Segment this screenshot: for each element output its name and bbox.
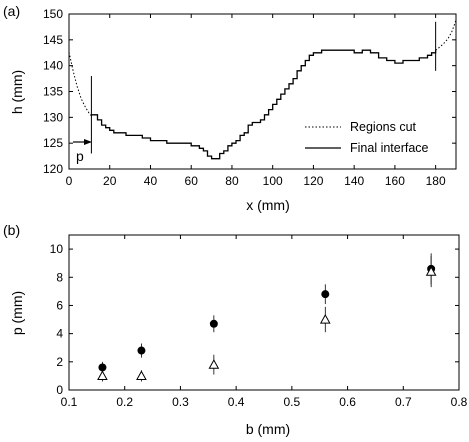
x-tick-label: 0.6 — [339, 395, 356, 409]
y-tick-label: 10 — [50, 242, 64, 256]
x-tick-label: 160 — [385, 174, 405, 188]
y-tick-label: 2 — [56, 355, 63, 369]
x-tick-label: 20 — [103, 174, 117, 188]
panel-b-label: (b) — [3, 222, 20, 238]
filled-circle-point — [98, 363, 107, 372]
regions-cut-line — [435, 20, 457, 51]
panel-a: (a) 0 20 40 60 80 100 120 140 160 180 120 125 130 135… — [3, 3, 457, 213]
y-tick-label: 135 — [43, 85, 63, 99]
x-tick-label: 40 — [144, 174, 158, 188]
panel-b-frame — [68, 234, 460, 391]
p-arrow-head — [84, 139, 92, 145]
y-tick-label: 145 — [43, 33, 63, 47]
panel-b: (b) 0.1 0.2 0.3 0.4 0.5 0.6 0.7 0.8 0 2 4 6 8 10 b (m… — [3, 222, 468, 437]
x-tick-label: 0.8 — [451, 395, 468, 409]
x-tick-label: 60 — [185, 174, 199, 188]
x-tick-label: 0.1 — [61, 395, 78, 409]
y-tick-label: 125 — [43, 136, 63, 150]
x-tick-label: 0.2 — [116, 395, 133, 409]
filled-circle-point — [137, 346, 146, 355]
x-tick-label: 0.7 — [395, 395, 412, 409]
filled-circle-point — [321, 290, 330, 299]
open-triangle-point — [208, 359, 220, 369]
y-tick-label: 0 — [56, 383, 63, 397]
panel-a-series — [68, 20, 457, 160]
p-annotation: p — [73, 139, 92, 164]
open-triangle-point — [97, 370, 108, 381]
y-tick-label: 4 — [56, 327, 63, 341]
x-tick-label: 0.4 — [228, 395, 245, 409]
open-triangle-point — [319, 314, 331, 324]
y-tick-label: 8 — [56, 270, 63, 284]
x-tick-label: 100 — [263, 174, 283, 188]
legend-label-final-interface: Final interface — [350, 141, 429, 155]
x-tick-label: 0 — [66, 174, 73, 188]
x-tick-label: 180 — [426, 174, 446, 188]
p-annotation-label: p — [76, 148, 84, 164]
final-interface-line — [91, 49, 437, 160]
panel-b-y-axis-label: p (mm) — [9, 291, 25, 335]
legend: Regions cut Final interface — [305, 120, 429, 155]
open-triangle-point — [136, 370, 147, 381]
filled-circle-point — [209, 319, 218, 328]
regions-cut-line — [68, 52, 92, 117]
panel-b-series — [97, 253, 437, 382]
panel-a-y-axis-label: h (mm) — [9, 70, 25, 114]
y-tick-label: 6 — [56, 298, 63, 312]
y-tick-label: 120 — [43, 162, 63, 176]
x-tick-label: 120 — [303, 174, 323, 188]
x-tick-label: 0.5 — [284, 395, 301, 409]
panel-b-x-axis-label: b (mm) — [246, 421, 290, 437]
open-triangle-point — [425, 266, 437, 276]
panel-a-x-axis-label: x (mm) — [246, 197, 290, 213]
legend-label-regions-cut: Regions cut — [350, 120, 417, 134]
x-tick-label: 80 — [225, 174, 239, 188]
panel-a-axes: 0 20 40 60 80 100 120 140 160 180 120 125 130 135 140 1… — [43, 7, 456, 188]
panel-b-axes: 0.1 0.2 0.3 0.4 0.5 0.6 0.7 0.8 0 2 4 6 8 10 — [50, 235, 468, 409]
y-tick-label: 140 — [43, 59, 63, 73]
x-tick-label: 140 — [344, 174, 364, 188]
y-tick-label: 150 — [43, 7, 63, 21]
y-tick-label: 130 — [43, 110, 63, 124]
panel-a-label: (a) — [3, 3, 20, 19]
x-tick-label: 0.3 — [172, 395, 189, 409]
